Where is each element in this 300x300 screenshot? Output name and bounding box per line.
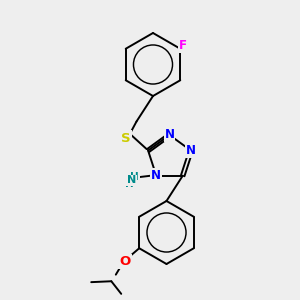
Text: H: H [125, 179, 134, 189]
Text: N: N [186, 144, 196, 157]
Text: N: N [127, 175, 136, 185]
Text: N: N [164, 128, 175, 142]
Text: O: O [119, 255, 131, 268]
Text: F: F [179, 39, 187, 52]
Text: N: N [151, 169, 161, 182]
Text: H: H [130, 172, 139, 182]
Text: S: S [121, 131, 131, 145]
